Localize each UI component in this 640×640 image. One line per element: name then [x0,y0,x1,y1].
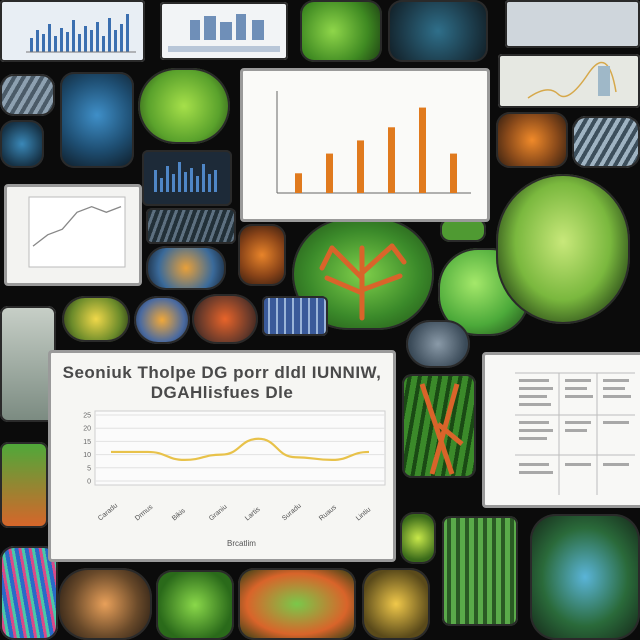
y-tick-label: 5 [87,465,91,472]
dark-bar-chart-tile [142,150,232,206]
data-table-panel [482,352,640,508]
chart-title-line-1: Seoniuk Tholpe DG porr dldl IUNNIW, [62,363,382,382]
right-top-chart-tile [498,54,640,108]
top-left-bar-chart-tile [0,0,145,62]
bottom-leaf-tile [238,568,356,640]
leaf-vein-tile [292,218,434,330]
grey-oval-tile [406,320,470,368]
green-leaf-tile [138,68,230,144]
blue-cell-tile-top [388,0,488,62]
bar-chart-panel [240,68,490,222]
main-line-chart-panel: Seoniuk Tholpe DG porr dldl IUNNIW, DGAH… [48,350,396,562]
bar [419,107,426,193]
data-table-svg [515,372,635,495]
green-column-tile [442,516,518,626]
main-line-series [110,437,370,461]
main-line-chart-svg: 25 20 15 10 5 0 [83,410,386,486]
striped-tile-right [572,116,640,168]
top-right-chart-tile [505,0,640,48]
striped-tile-left [0,74,55,116]
small-line-chart-panel [4,184,142,286]
y-tick-label: 25 [83,413,91,420]
mini-bar-chart-icon [26,14,136,53]
bar [357,140,364,193]
leaf-veins-icon [319,243,407,321]
leaf-veins-icon [419,383,464,475]
leaf-cell-tile-top [300,0,382,62]
yellow-cell-tile [62,296,130,342]
orange-cell-tile-2 [238,224,286,286]
striped-color-tile [0,546,58,640]
bar [295,173,302,193]
dark-green-cell-tile [400,512,436,564]
solar-grid-tile [262,296,328,336]
left-orange-leaf-tile [0,442,48,528]
blue-cell-tile [60,72,134,168]
small-green-tile [440,218,486,242]
bottom-orange-cell-tile [58,568,152,640]
y-tick-label: 0 [87,479,91,486]
mini-bar-chart-icon [154,162,217,192]
mini-bar-chart-icon [168,14,280,52]
green-orange-leaf-tile [402,374,476,478]
orange-cell-tile [496,112,568,168]
mini-line-chart-icon [527,61,617,99]
top-bar-chart-tile-2 [160,2,288,60]
small-line-chart-svg [28,196,126,268]
chart-title-line-2: DGAHlisfues Dle [150,383,294,402]
bottom-yellow-tile [362,568,430,640]
bar [388,127,395,193]
bar [450,153,457,193]
y-tick-label: 10 [83,452,91,459]
striped-tile-dark [146,208,236,244]
blue-leaf-tile [530,514,640,640]
bottom-green-tile [156,570,234,640]
red-cell-tile [192,294,258,344]
x-axis-label: Brcatlim [227,539,256,548]
red-blue-cell-tile [146,246,226,290]
bar [326,153,333,193]
y-tick-label: 15 [83,439,91,446]
small-line-series [32,205,122,247]
bar-chart-svg [276,91,471,194]
grey-tree-tile [0,306,56,422]
y-tick-label: 20 [83,426,91,433]
orange-yellow-cell-tile [134,296,190,344]
blue-cell-tile-2 [0,120,44,168]
big-leaf-tile [496,174,630,324]
